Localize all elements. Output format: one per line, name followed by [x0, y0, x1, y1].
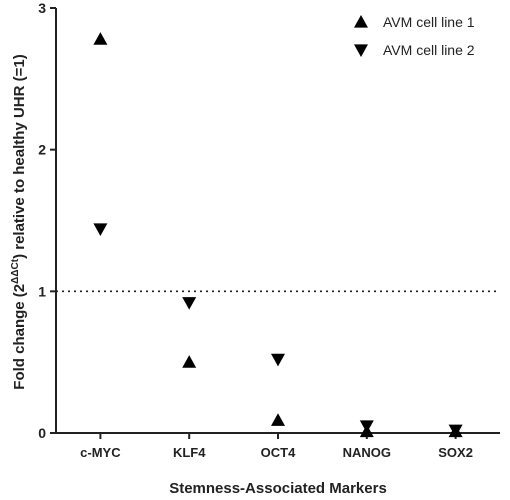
- x-axis-title: Stemness-Associated Markers: [169, 480, 387, 497]
- x-tick-label: SOX2: [438, 445, 473, 460]
- legend-marker-2: [354, 44, 368, 57]
- point-series2-c-myc: [93, 223, 108, 236]
- point-series2-oct4: [271, 353, 285, 367]
- legend-label-2: AVM cell line 2: [383, 42, 475, 58]
- y-axis-title-superscript: ΔΔCt: [10, 258, 21, 284]
- axes: [50, 7, 500, 439]
- y-tick-label: 3: [38, 0, 46, 16]
- point-series2-nanog: [359, 420, 374, 433]
- y-tick-labels: 0 1 2 3: [38, 0, 46, 441]
- legend: AVM cell line 1 AVM cell line 2: [354, 14, 475, 58]
- x-tick-labels: c-MYC KLF4 OCT4 NANOG SOX2: [80, 445, 473, 460]
- legend-marker-1: [354, 15, 368, 28]
- x-tick-label: KLF4: [173, 445, 206, 460]
- x-tick-label: c-MYC: [80, 445, 121, 460]
- point-series1-c-myc: [93, 32, 108, 45]
- y-tick-label: 0: [38, 425, 46, 441]
- y-axis-title-main: Fold change (2: [11, 284, 28, 390]
- x-tick-label: OCT4: [261, 445, 296, 460]
- y-axis-title-rest: ) relative to healthy UHR (=1): [11, 54, 28, 259]
- point-series1-oct4: [271, 413, 285, 426]
- x-tick-label: NANOG: [343, 445, 391, 460]
- y-axis-title: Fold change (2ΔΔCt) relative to healthy …: [10, 54, 28, 389]
- legend-label-1: AVM cell line 1: [383, 14, 475, 30]
- y-tick-label: 2: [38, 142, 46, 158]
- data-points: [93, 32, 463, 438]
- y-tick-label: 1: [38, 283, 46, 299]
- point-series1-klf4: [182, 355, 197, 368]
- point-series2-sox2: [448, 424, 463, 438]
- point-series2-klf4: [182, 297, 197, 310]
